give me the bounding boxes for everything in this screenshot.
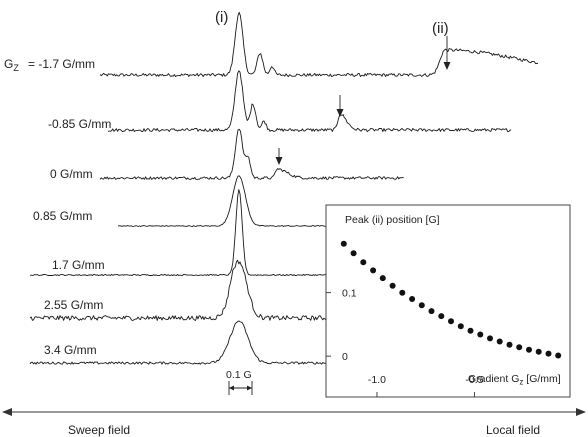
spectrum-trace-3 [117,175,330,227]
inset-point-11 [448,318,454,325]
spectrum-trace-6 [29,320,331,365]
spectrum-label-1: -0.85 G/mm [48,117,111,131]
peak-ii-arrowhead-1 [336,109,344,117]
inset-point-2 [360,259,367,266]
inset-point-20 [535,348,542,355]
inset-point-21 [545,350,552,357]
inset-point-4 [379,275,386,282]
spectrum-label-6: 3.4 G/mm [44,343,97,357]
scale-bar-right-arrowhead [247,385,252,391]
spectrum-trace-4 [29,189,331,277]
inset-point-22 [555,352,562,359]
peak-ii-label: (ii) [432,20,449,37]
inset-x-label: Gradient Gz [G/mm] [468,373,561,387]
inset-point-19 [526,346,532,353]
inset-points [340,240,562,359]
inset-frame [325,204,571,398]
inset-point-5 [389,282,396,289]
spectrum-trace-5 [29,259,331,321]
spectrum-trace-1 [107,70,512,133]
field-axis-right-arrowhead [576,408,586,416]
inset-point-8 [418,302,425,309]
inset-y-tick-label-1: 0.1 [342,288,357,300]
inset-point-16 [496,338,503,345]
inset-point-13 [467,327,474,334]
inset-ticks: -1.0 -0.5 0 0.1 [326,288,484,397]
peak-ii-arrowhead-2 [275,157,283,165]
field-axis-left-arrowhead [2,408,12,416]
inset-point-10 [438,313,445,320]
peak-ii-arrows [275,36,451,165]
scale-bar-label: 0.1 G [226,369,252,381]
inset-point-15 [487,335,493,342]
inset-point-1 [350,250,357,257]
sweep-field-label: Sweep field [68,423,130,437]
peak-ii-arrowhead-0 [443,62,451,70]
local-field-label: Local field [486,423,540,437]
inset-point-6 [399,289,406,296]
inset-point-7 [409,296,416,302]
inset-point-3 [370,267,377,274]
inset-title: Peak (ii) position [G] [345,214,440,226]
spectrum-label-3: 0.85 G/mm [33,209,92,223]
spectrum-trace-2 [99,128,404,180]
inset-point-14 [477,331,484,338]
inset-x-tick-label-1: -0.5 [465,374,483,386]
inset-point-17 [506,341,513,348]
spectra-traces [29,11,539,365]
inset-plot: Peak (ii) position [G] -1.0 -0.5 0 0.1 Grad… [325,204,571,398]
spectrum-trace-0 [99,11,539,78]
inset-point-18 [516,344,523,351]
inset-point-0 [340,240,347,247]
spectrum-label-2: 0 G/mm [50,167,93,181]
scale-bar-left-arrowhead [229,385,234,391]
spectrum-label-5: 2.55 G/mm [44,298,103,312]
spectrum-label-gz-prefix: GZ [4,57,19,73]
inset-x-tick-label-0: -1.0 [368,374,386,386]
inset-point-12 [457,323,464,330]
inset-y-tick-label-0: 0 [342,351,348,363]
spectrum-label-4: 1.7 G/mm [52,258,105,272]
peak-i-label: (i) [215,9,228,26]
spectrum-label-0: = -1.7 G/mm [28,57,95,71]
inset-point-9 [428,308,435,315]
